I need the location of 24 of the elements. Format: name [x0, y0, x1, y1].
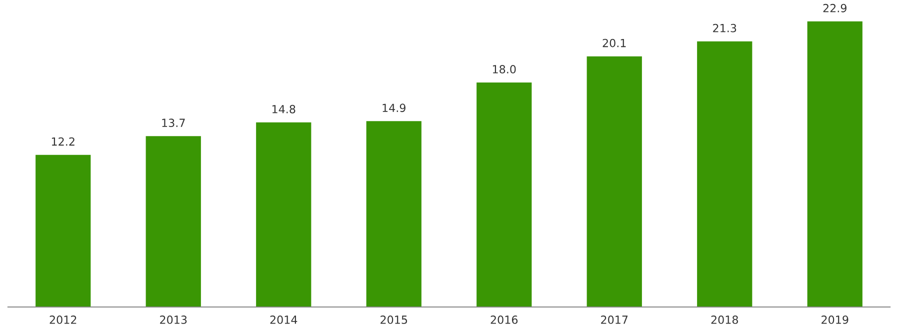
data-label: 12.2 — [52, 137, 74, 146]
bar — [697, 41, 752, 307]
x-tick-label: 2014 — [270, 316, 298, 324]
data-label: 14.8 — [272, 104, 296, 114]
x-tick-label: 2013 — [160, 316, 187, 324]
data-label: 20.1 — [602, 38, 626, 48]
data-label: 21.3 — [713, 24, 736, 32]
x-tick-label: 2019 — [822, 316, 848, 324]
bar — [476, 82, 532, 307]
bar — [366, 121, 422, 307]
data-label: 14.9 — [382, 104, 406, 112]
x-tick-label: 2018 — [711, 316, 738, 324]
data-label: 22.9 — [823, 4, 846, 12]
x-tick-label: 2016 — [490, 316, 518, 324]
x-tick-label: 2015 — [380, 316, 408, 324]
bar — [36, 154, 91, 307]
bar — [586, 56, 642, 307]
data-label: 13.7 — [162, 118, 185, 128]
data-label: 18.0 — [492, 65, 516, 74]
bar — [146, 136, 201, 307]
x-tick-label: 2012 — [50, 316, 76, 324]
bar — [807, 21, 862, 307]
bar — [256, 122, 312, 307]
x-tick-label: 2017 — [601, 316, 628, 324]
